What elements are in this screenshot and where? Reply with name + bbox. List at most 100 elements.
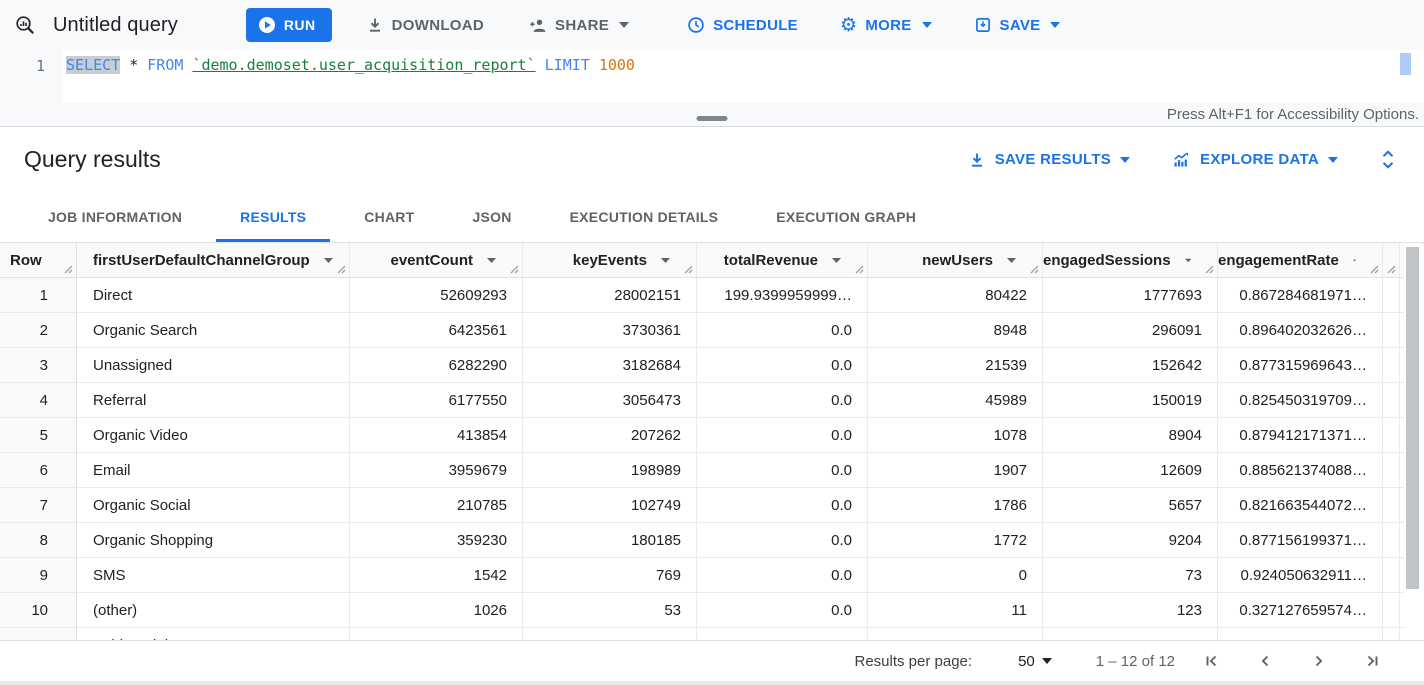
- row-number-cell: 11: [0, 628, 77, 640]
- cell-newUsers: 1907: [868, 453, 1043, 487]
- column-label: engagementRate: [1218, 251, 1339, 269]
- cell-keyEvents: [523, 628, 697, 640]
- cell-spacer: [1383, 453, 1400, 487]
- sql-keyword-limit: LIMIT: [535, 56, 599, 74]
- column-header-engagementRate[interactable]: engagementRate: [1218, 243, 1383, 277]
- cell-eventCount: 52609293: [350, 278, 523, 312]
- tab-job-information[interactable]: JOB INFORMATION: [48, 209, 183, 225]
- table-row: 5 Organic Video 413854 207262 0.0 1078 8904 0.8…: [0, 418, 1424, 453]
- column-label: keyEvents: [572, 251, 647, 269]
- cell-firstUserDefaultChannelGroup: SMS: [77, 558, 350, 592]
- cell-eventCount: 359230: [350, 523, 523, 557]
- column-header-keyEvents[interactable]: keyEvents: [523, 243, 697, 277]
- cell-spacer: [1383, 278, 1400, 312]
- sort-caret-icon[interactable]: [323, 257, 333, 263]
- expand-collapse-button[interactable]: [1380, 149, 1396, 170]
- splitter-drag-handle[interactable]: [696, 116, 728, 121]
- cell-spacer: [1383, 348, 1400, 382]
- cell-engagedSessions: 9204: [1043, 523, 1218, 557]
- column-header-totalRevenue[interactable]: totalRevenue: [697, 243, 868, 277]
- sql-table-reference[interactable]: `demo.demoset.user_acquisition_report`: [192, 56, 536, 74]
- download-button[interactable]: DOWNLOAD: [360, 7, 490, 43]
- sort-caret-icon[interactable]: [1184, 258, 1191, 263]
- column-label: Row: [10, 251, 42, 269]
- cell-keyEvents: 3730361: [523, 313, 697, 347]
- cell-eventCount: 1026: [350, 593, 523, 627]
- column-label: newUsers: [922, 251, 993, 269]
- column-resize-handle[interactable]: [1030, 265, 1039, 274]
- query-results-header: Query results SAVE RESULTS EXPLORE DATA: [0, 127, 1424, 192]
- scrollbar-thumb[interactable]: [1406, 247, 1419, 589]
- tab-chart[interactable]: CHART: [364, 209, 415, 225]
- more-label: MORE: [865, 16, 912, 34]
- cell-totalRevenue: 0.0: [697, 348, 868, 382]
- save-results-button[interactable]: SAVE RESULTS: [968, 151, 1131, 169]
- column-resize-handle[interactable]: [64, 265, 73, 274]
- cell-engagedSessions: 123: [1043, 593, 1218, 627]
- cell-eventCount: 6423561: [350, 313, 523, 347]
- column-header-newUsers[interactable]: newUsers: [868, 243, 1043, 277]
- editor-scrollbar-thumb[interactable]: [1400, 53, 1411, 75]
- clock-icon: [688, 17, 704, 33]
- sort-caret-icon[interactable]: [661, 257, 670, 263]
- column-resize-handle[interactable]: [855, 265, 864, 274]
- save-button[interactable]: SAVE: [968, 7, 1067, 43]
- page-size-select[interactable]: 50: [1018, 653, 1052, 670]
- next-page-button[interactable]: [1309, 651, 1329, 671]
- tab-results[interactable]: RESULTS: [216, 192, 331, 242]
- row-number-cell: 1: [0, 278, 77, 312]
- page-size-value: 50: [1018, 652, 1035, 670]
- tab-json[interactable]: JSON: [472, 209, 512, 225]
- table-vertical-scrollbar[interactable]: [1404, 243, 1424, 640]
- tab-execution-details[interactable]: EXECUTION DETAILS: [569, 209, 719, 225]
- table-row: 11Paid Social: [0, 628, 1424, 640]
- more-button[interactable]: ⚙ MORE: [834, 7, 938, 43]
- cell-totalRevenue: [697, 628, 868, 640]
- cell-spacer: [1383, 383, 1400, 417]
- explore-data-button[interactable]: EXPLORE DATA: [1172, 151, 1338, 169]
- share-button[interactable]: SHARE: [522, 7, 635, 43]
- sql-code-line[interactable]: SELECT * FROM `demo.demoset.user_acquisi…: [62, 50, 1424, 103]
- row-number-cell: 7: [0, 488, 77, 522]
- tab-execution-graph[interactable]: EXECUTION GRAPH: [776, 209, 917, 225]
- column-header-eventCount[interactable]: eventCount: [350, 243, 523, 277]
- table-row: 7 Organic Social 210785 102749 0.0 1786 5657 0.…: [0, 488, 1424, 523]
- sql-editor[interactable]: 1 SELECT * FROM `demo.demoset.user_acqui…: [0, 50, 1424, 103]
- cell-engagedSessions: 296091: [1043, 313, 1218, 347]
- cell-keyEvents: 3056473: [523, 383, 697, 417]
- sort-caret-icon[interactable]: [487, 257, 496, 263]
- run-button[interactable]: RUN: [245, 8, 332, 42]
- sort-caret-icon[interactable]: [1007, 257, 1016, 263]
- cell-firstUserDefaultChannelGroup: Paid Social: [77, 628, 350, 640]
- column-header-engagedSessions[interactable]: engagedSessions: [1043, 243, 1218, 277]
- table-body: 1 Direct 52609293 28002151 199.9399959999… 80…: [0, 278, 1424, 640]
- schedule-button[interactable]: SCHEDULE: [681, 7, 804, 43]
- previous-page-button[interactable]: [1255, 651, 1275, 671]
- cell-engagementRate: 0.821663544072…: [1218, 488, 1383, 522]
- column-resize-handle[interactable]: [1370, 265, 1379, 274]
- column-resize-handle[interactable]: [337, 265, 346, 274]
- gear-icon: ⚙: [839, 14, 858, 36]
- cell-engagedSessions: 8904: [1043, 418, 1218, 452]
- last-page-button[interactable]: [1363, 651, 1383, 671]
- first-page-button[interactable]: [1201, 651, 1221, 671]
- cell-eventCount: 210785: [350, 488, 523, 522]
- column-resize-handle[interactable]: [510, 265, 519, 274]
- cell-firstUserDefaultChannelGroup: Referral: [77, 383, 350, 417]
- sort-caret-icon[interactable]: [1352, 258, 1356, 263]
- cell-engagedSessions: 73: [1043, 558, 1218, 592]
- explore-data-label: EXPLORE DATA: [1200, 151, 1319, 168]
- download-label: DOWNLOAD: [391, 16, 485, 34]
- sort-caret-icon[interactable]: [832, 257, 841, 263]
- cell-firstUserDefaultChannelGroup: Organic Social: [77, 488, 350, 522]
- editor-gutter: 1: [0, 50, 62, 103]
- cell-spacer: [1383, 558, 1400, 592]
- column-label: eventCount: [390, 251, 474, 269]
- cell-keyEvents: 769: [523, 558, 697, 592]
- sql-star: *: [120, 56, 148, 74]
- column-header-firstUserDefaultChannelGroup[interactable]: firstUserDefaultChannelGroup: [77, 243, 350, 277]
- column-resize-handle[interactable]: [684, 265, 693, 274]
- column-resize-handle[interactable]: [1205, 265, 1214, 274]
- column-resize-handle[interactable]: [1387, 265, 1396, 274]
- cell-firstUserDefaultChannelGroup: Organic Shopping: [77, 523, 350, 557]
